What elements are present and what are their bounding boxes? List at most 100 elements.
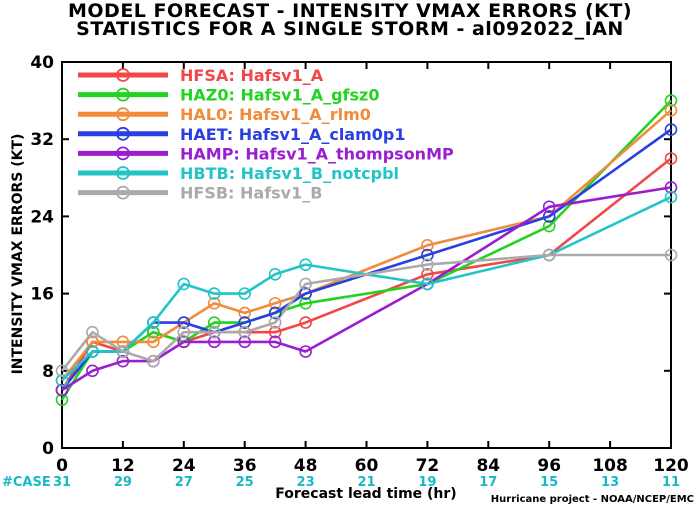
data-point-hfsb: [147, 354, 160, 368]
y-tick-label: 16: [30, 285, 54, 305]
data-point-hal0: [268, 296, 282, 310]
data-point-hamp: [86, 364, 99, 378]
x-tick-label: 36: [233, 456, 257, 476]
case-count-value: 17: [479, 475, 497, 490]
data-point-hamp: [207, 335, 221, 349]
data-point-hal0: [207, 296, 221, 310]
x-tick-label: 120: [653, 456, 689, 476]
legend-marker-hfsb: [116, 185, 130, 200]
case-count-value: 31: [53, 475, 71, 490]
legend-entry-hfsb: HFSB: Hafsv1_B: [180, 184, 322, 203]
chart-title-line2: STATISTICS FOR A SINGLE STORM - al092022…: [76, 18, 624, 40]
legend-entry-hbtb: HBTB: Hafsv1_B_notcpbl: [180, 164, 399, 183]
data-point-hfsa: [268, 325, 282, 339]
case-count-value: 21: [357, 475, 375, 490]
case-count-value: 13: [601, 475, 619, 490]
data-point-haz0: [299, 296, 312, 310]
footer-credit: Hurricane project - NOAA/NCEP/EMC: [491, 494, 694, 505]
legend-marker-haet: [116, 126, 130, 141]
data-point-hamp: [116, 354, 130, 368]
data-point-hfsb: [421, 258, 434, 271]
x-tick-label: 72: [416, 456, 440, 476]
data-point-hfsa: [421, 267, 434, 281]
data-point-hbtb: [177, 277, 191, 291]
data-point-hfsb: [177, 325, 191, 339]
data-point-haet: [299, 287, 312, 300]
data-point-haet: [664, 123, 678, 136]
data-point-hfsa: [664, 152, 678, 165]
legend-entry-hamp: HAMP: Hafsv1_A_thompsonMP: [180, 144, 454, 163]
x-tick-label: 60: [355, 456, 379, 476]
legend-marker-haz0: [116, 87, 130, 102]
case-count-value: 29: [114, 475, 132, 490]
series-line-hfsb: [60, 253, 671, 372]
data-point-hamp: [55, 383, 69, 397]
data-point-hfsb: [299, 277, 312, 291]
data-point-haz0: [147, 325, 160, 339]
data-point-hamp: [299, 345, 312, 358]
data-point-hfsb: [116, 345, 130, 358]
legend-entry-hfsa: HFSA: Hafsv1_A: [180, 66, 324, 85]
data-point-haet: [268, 306, 282, 320]
x-tick-label: 108: [592, 456, 628, 476]
data-point-hfsb: [238, 325, 251, 339]
data-point-hamp: [238, 335, 251, 349]
y-tick-label: 24: [30, 207, 54, 227]
data-point-haz0: [55, 393, 69, 407]
case-count-value: 15: [540, 475, 558, 490]
legend-marker-hal0: [116, 107, 130, 122]
data-point-hfsb: [664, 248, 678, 262]
case-count-value: 11: [662, 475, 680, 490]
data-point-haz0: [664, 94, 678, 107]
data-point-hbtb: [299, 258, 312, 271]
data-point-hfsb: [55, 364, 69, 378]
data-point-haz0: [542, 219, 556, 233]
data-point-haet: [542, 210, 556, 223]
legend-marker-hfsa: [116, 68, 130, 82]
case-count-value: 19: [418, 475, 436, 490]
data-point-haet: [177, 316, 191, 329]
data-point-hfsb: [207, 325, 221, 339]
legend-entry-haet: HAET: Hafsv1_A_clam0p1: [180, 125, 405, 144]
data-point-hal0: [116, 335, 130, 349]
x-tick-label: 12: [111, 456, 135, 476]
x-tick-label: 96: [537, 456, 561, 476]
legend-marker-hamp: [116, 146, 130, 161]
y-tick-label: 8: [42, 362, 54, 382]
data-point-hal0: [86, 335, 99, 349]
y-tick-label: 40: [30, 53, 54, 73]
data-point-hfsb: [542, 248, 556, 262]
legend-entry-haz0: HAZ0: Hafsv1_A_gfsz0: [180, 86, 379, 105]
case-count-value: 23: [297, 475, 315, 490]
data-point-hbtb: [238, 287, 251, 300]
x-tick-label: 24: [172, 456, 196, 476]
series-line-hbtb: [61, 195, 672, 382]
data-point-hal0: [238, 306, 251, 320]
x-tick-label: 84: [476, 456, 500, 476]
data-point-hbtb: [86, 345, 99, 358]
case-count-value: 27: [175, 475, 193, 490]
data-point-hal0: [664, 103, 678, 117]
data-point-hbtb: [268, 267, 282, 281]
data-point-hbtb: [207, 287, 221, 300]
data-point-haet: [238, 316, 251, 329]
data-point-haz0: [207, 316, 221, 329]
data-point-hfsa: [299, 316, 312, 329]
data-point-hamp: [664, 181, 678, 194]
data-point-hal0: [421, 239, 434, 252]
legend-entry-hal0: HAL0: Hafsv1_A_rlm0: [180, 105, 371, 124]
case-count-label: #CASE: [2, 475, 51, 490]
x-axis-label: Forecast lead time (hr): [275, 486, 456, 502]
y-tick-label: 32: [30, 130, 54, 150]
chart-title-line1: MODEL FORECAST - INTENSITY VMAX ERRORS (…: [67, 0, 633, 22]
y-axis-label: INTENSITY VMAX ERRORS (KT): [10, 134, 26, 375]
x-tick-label: 48: [294, 456, 318, 476]
y-tick-label: 0: [42, 439, 54, 459]
data-point-hal0: [147, 335, 160, 349]
data-point-hfsb: [268, 316, 282, 329]
data-point-haet: [421, 248, 434, 262]
data-point-hfsb: [86, 325, 99, 339]
data-point-hamp: [268, 335, 282, 349]
data-point-hbtb: [55, 374, 69, 387]
